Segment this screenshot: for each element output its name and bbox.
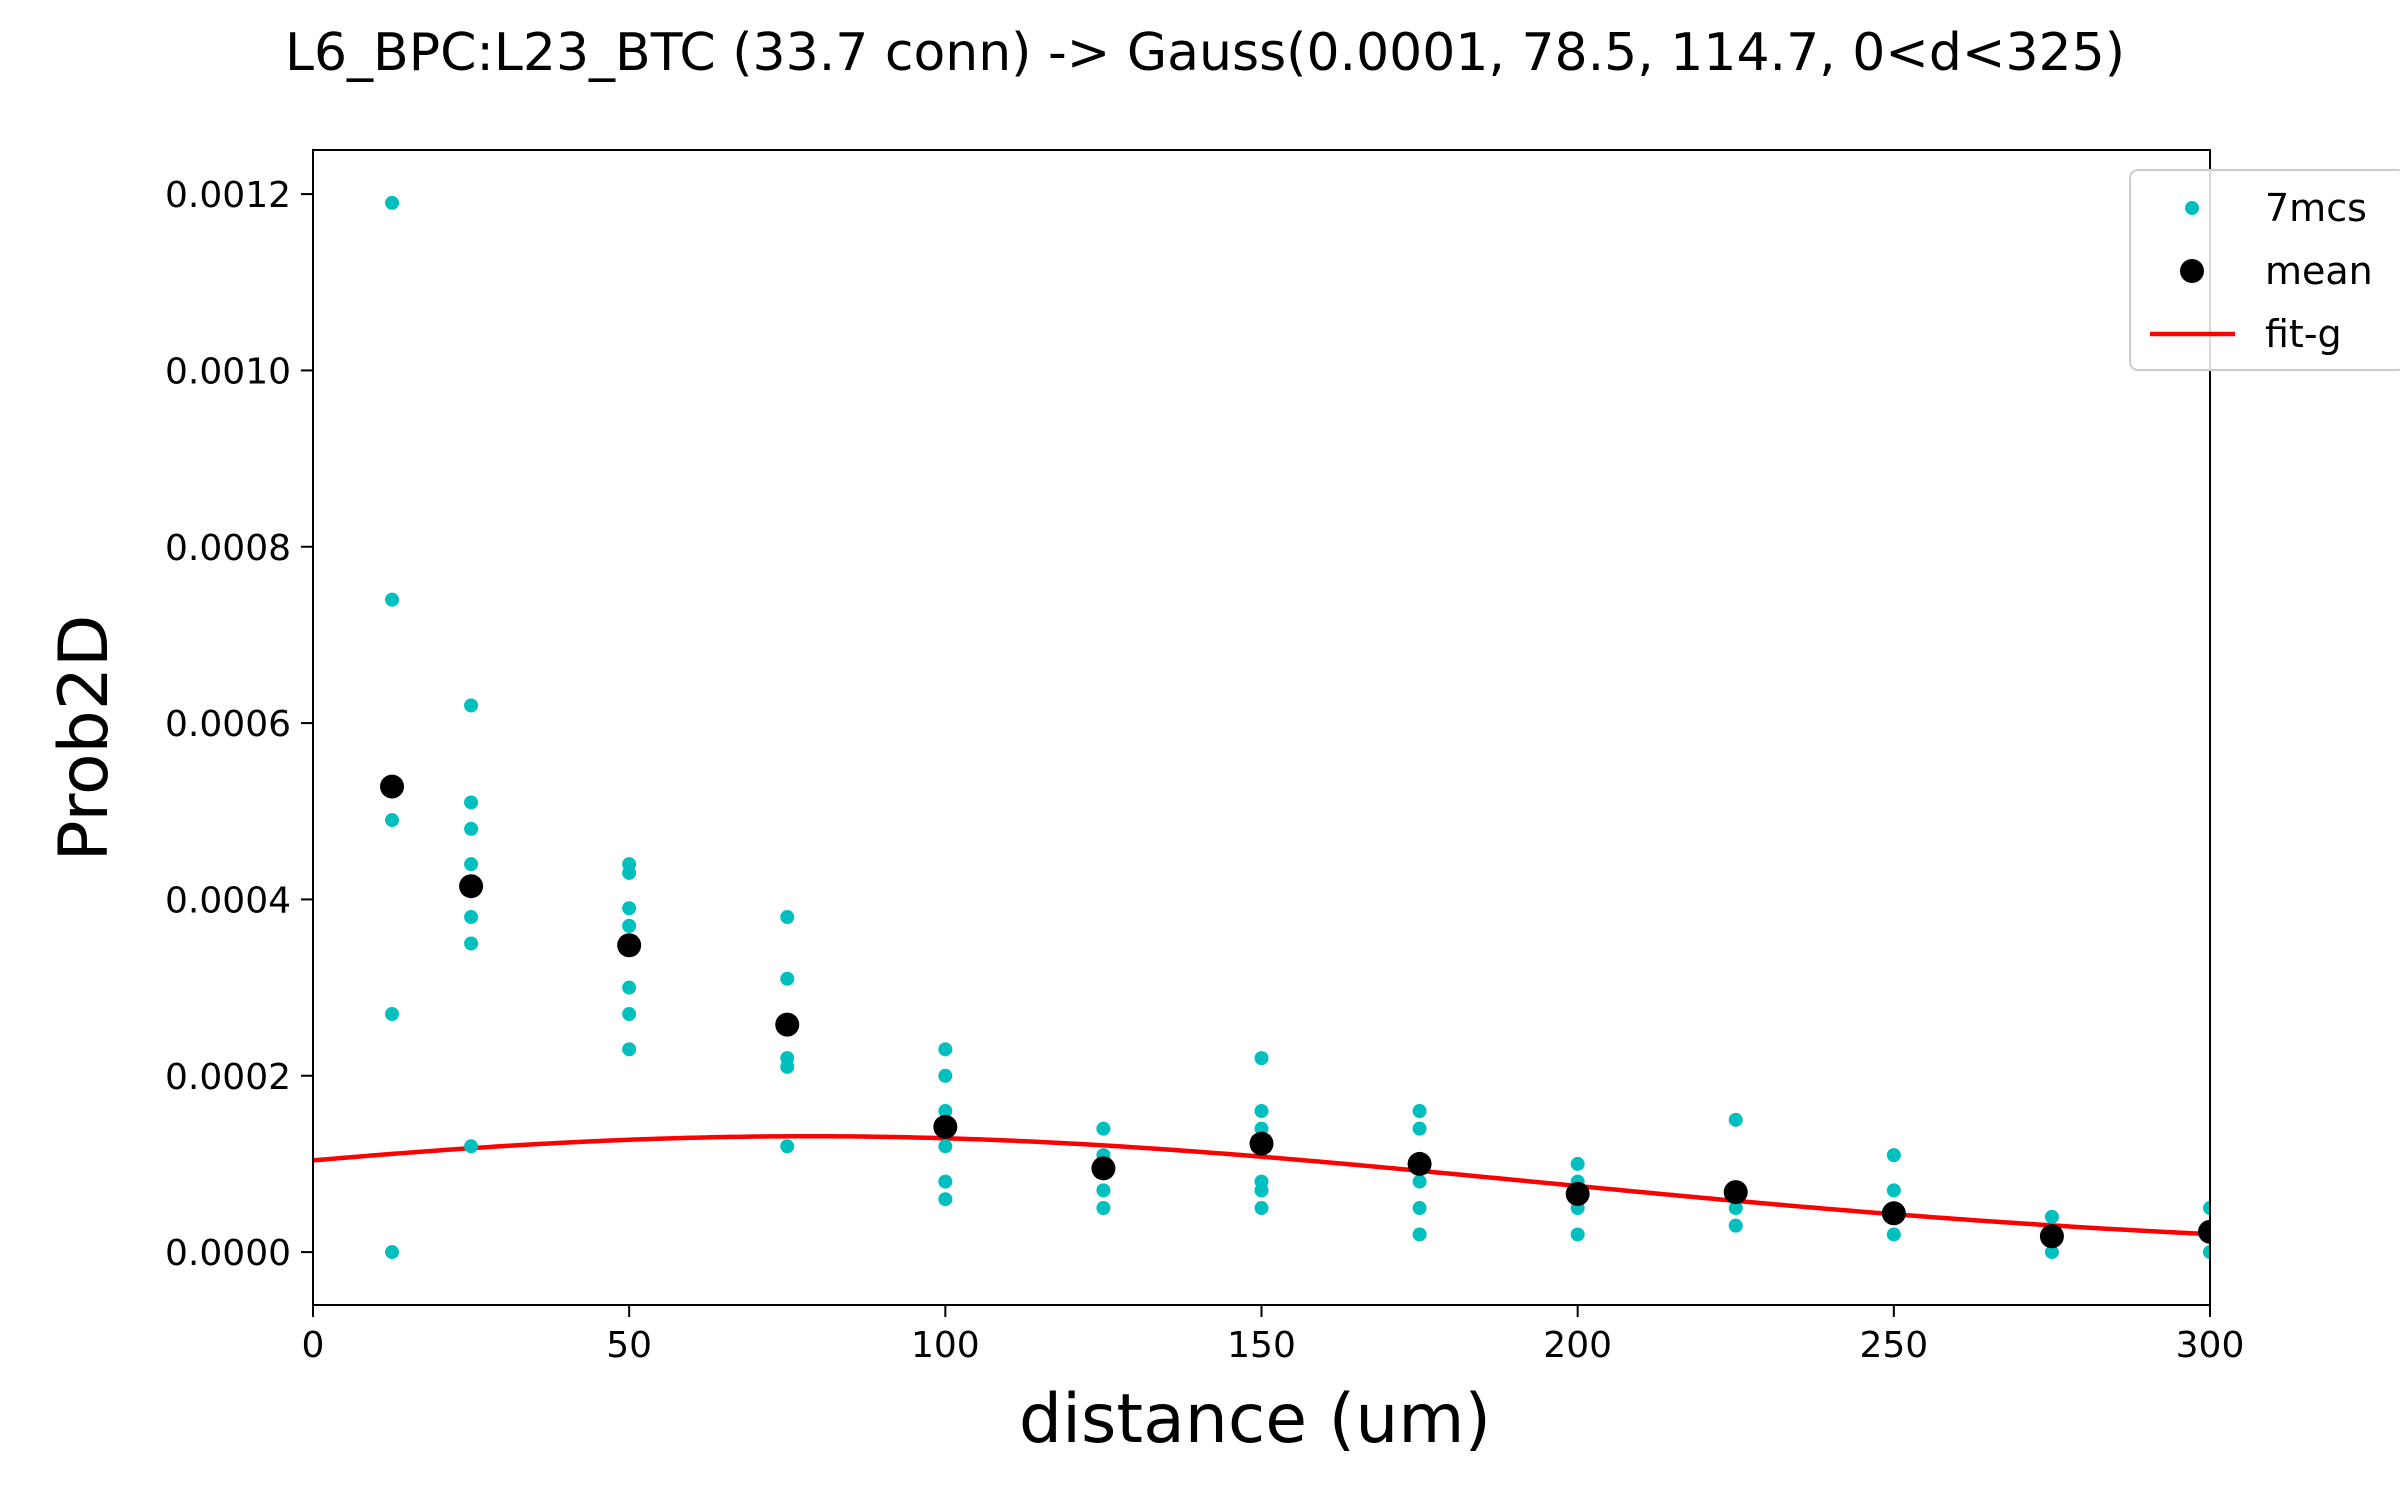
sample-point bbox=[1570, 1227, 1585, 1242]
mean-point bbox=[2039, 1224, 2064, 1249]
sample-point bbox=[2044, 1245, 2059, 1260]
sample-point bbox=[1570, 1156, 1585, 1171]
legend-label: fit-g bbox=[2265, 312, 2342, 356]
sample-point bbox=[1412, 1174, 1427, 1189]
mean-point bbox=[459, 874, 484, 899]
y-tick-label: 0.0000 bbox=[165, 1233, 291, 1274]
sample-point bbox=[1254, 1201, 1269, 1216]
sample-point bbox=[1412, 1227, 1427, 1242]
sample-point bbox=[1886, 1183, 1901, 1198]
y-tick-label: 0.0006 bbox=[165, 704, 291, 745]
sample-point bbox=[780, 1139, 795, 1154]
sample-point bbox=[622, 1007, 637, 1022]
x-tick-label: 150 bbox=[1227, 1325, 1296, 1366]
sample-point bbox=[464, 698, 479, 713]
legend-label: 7mcs bbox=[2265, 186, 2367, 230]
legend-label: mean bbox=[2265, 249, 2373, 293]
sample-point bbox=[622, 1042, 637, 1057]
mean-point bbox=[1091, 1156, 1116, 1181]
sample-point bbox=[622, 865, 637, 880]
sample-point bbox=[1412, 1104, 1427, 1119]
plot-area bbox=[313, 195, 2210, 1260]
sample-point bbox=[938, 1042, 953, 1057]
sample-point bbox=[1254, 1183, 1269, 1198]
legend-key-marker bbox=[2185, 201, 2199, 215]
sample-point bbox=[780, 910, 795, 925]
sample-point bbox=[938, 1139, 953, 1154]
sample-point bbox=[464, 910, 479, 925]
mean-point bbox=[617, 933, 642, 958]
sample-point bbox=[464, 795, 479, 810]
sample-point bbox=[1096, 1183, 1111, 1198]
sample-point bbox=[938, 1104, 953, 1119]
mean-point bbox=[380, 774, 405, 799]
sample-point bbox=[385, 195, 400, 210]
sample-point bbox=[1728, 1218, 1743, 1233]
sample-point bbox=[1886, 1148, 1901, 1163]
sample-point bbox=[938, 1174, 953, 1189]
sample-point bbox=[1412, 1201, 1427, 1216]
sample-point bbox=[385, 813, 400, 828]
sample-point bbox=[780, 1059, 795, 1074]
sample-point bbox=[1728, 1112, 1743, 1127]
y-tick-label: 0.0008 bbox=[165, 528, 291, 569]
legend: 7mcs mean fit-g bbox=[2129, 169, 2400, 371]
sample-point bbox=[464, 936, 479, 951]
mean-point bbox=[1881, 1201, 1906, 1226]
sample-point bbox=[2044, 1209, 2059, 1224]
mean-point bbox=[1249, 1131, 1274, 1156]
mean-point bbox=[1407, 1151, 1432, 1176]
y-tick-label: 0.0004 bbox=[165, 880, 291, 921]
mean-point bbox=[933, 1114, 958, 1139]
mean-point bbox=[1565, 1181, 1590, 1206]
sample-point bbox=[385, 1245, 400, 1260]
y-tick-label: 0.0002 bbox=[165, 1057, 291, 1098]
chart-title: L6_BPC:L23_BTC (33.7 conn) -> Gauss(0.00… bbox=[285, 23, 2125, 83]
sample-point bbox=[2203, 1245, 2210, 1260]
legend-box bbox=[2129, 169, 2400, 371]
sample-point bbox=[1728, 1201, 1743, 1216]
sample-point bbox=[464, 857, 479, 872]
sample-point bbox=[622, 980, 637, 995]
sample-point bbox=[385, 592, 400, 607]
x-tick-label: 300 bbox=[2176, 1325, 2245, 1366]
mean-point bbox=[2198, 1219, 2210, 1244]
sample-point bbox=[464, 1139, 479, 1154]
sample-point bbox=[464, 821, 479, 836]
sample-point bbox=[1096, 1121, 1111, 1136]
sample-point bbox=[622, 918, 637, 933]
x-tick-label: 200 bbox=[1543, 1325, 1612, 1366]
y-tick-label: 0.0012 bbox=[165, 175, 291, 216]
x-tick-label: 0 bbox=[302, 1325, 325, 1366]
sample-point bbox=[622, 901, 637, 916]
mean-point bbox=[775, 1012, 800, 1037]
legend-key-marker bbox=[2180, 259, 2204, 283]
sample-point bbox=[1886, 1227, 1901, 1242]
sample-point bbox=[1096, 1201, 1111, 1216]
sample-point bbox=[938, 1068, 953, 1083]
y-tick-label: 0.0010 bbox=[165, 351, 291, 392]
sample-point bbox=[385, 1007, 400, 1022]
sample-point bbox=[1412, 1121, 1427, 1136]
sample-point bbox=[2203, 1201, 2210, 1216]
mean-point bbox=[1723, 1180, 1748, 1205]
sample-point bbox=[1254, 1104, 1269, 1119]
x-tick-label: 100 bbox=[911, 1325, 980, 1366]
axes: 0 50 100 150 200 250 300 0.0000 0.0002 0.0004 0.00… bbox=[165, 149, 2245, 1366]
sample-point bbox=[1254, 1051, 1269, 1066]
sample-point bbox=[780, 971, 795, 986]
plot-clip-group bbox=[313, 195, 2210, 1260]
x-tick-label: 250 bbox=[1859, 1325, 1928, 1366]
y-axis-label: Prob2D bbox=[45, 615, 124, 862]
x-tick-label: 50 bbox=[606, 1325, 652, 1366]
sample-point bbox=[938, 1192, 953, 1207]
x-axis-label: distance (um) bbox=[1019, 1380, 1491, 1459]
sample-point bbox=[1254, 1121, 1269, 1136]
